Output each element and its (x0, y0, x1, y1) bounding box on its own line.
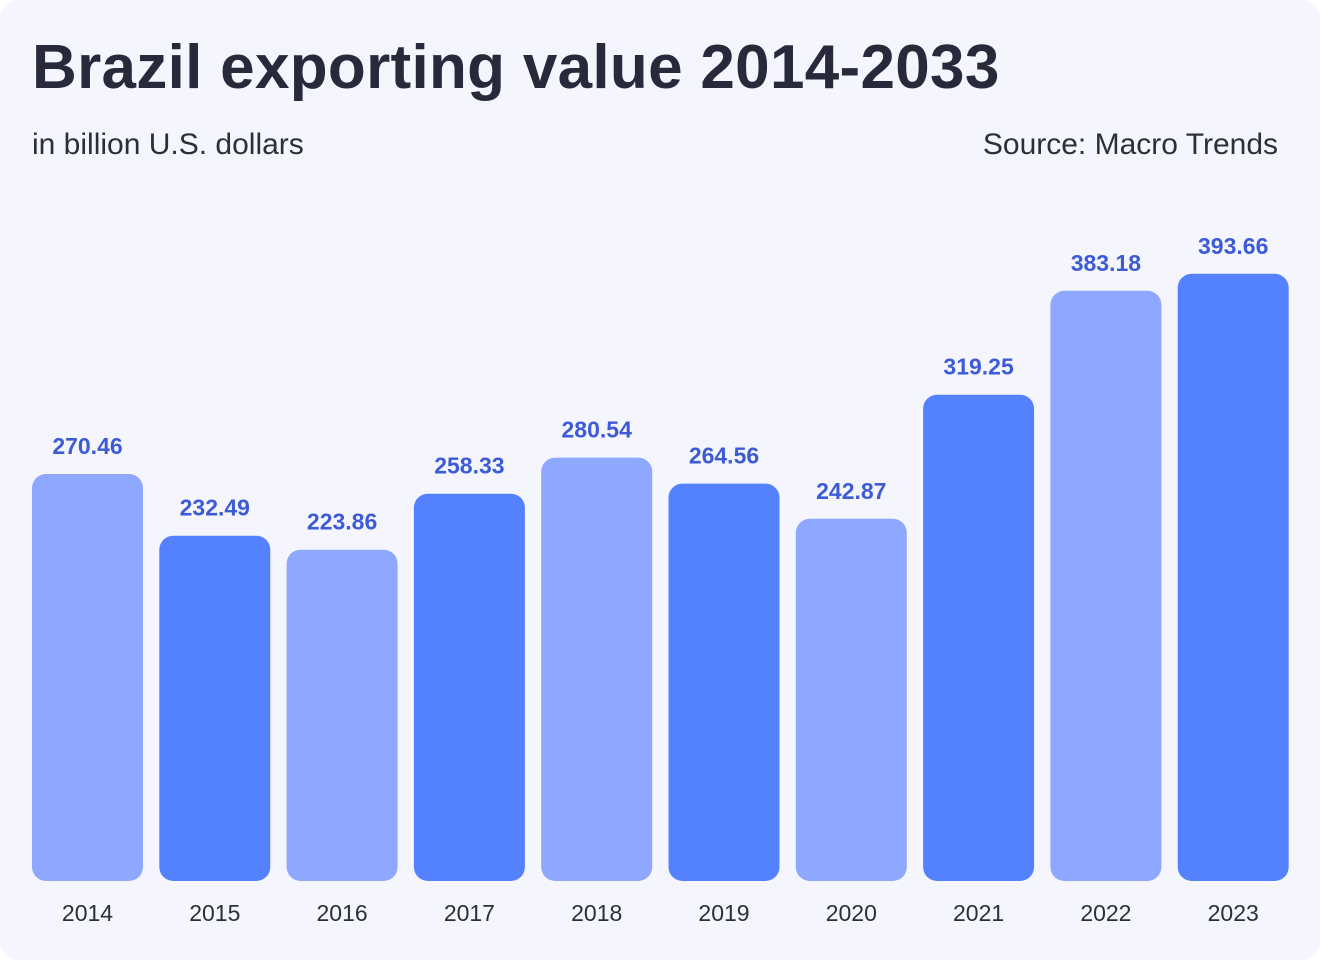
value-label-2019: 264.56 (689, 443, 759, 469)
category-label-2016: 2016 (317, 900, 368, 926)
value-label-2018: 280.54 (562, 417, 633, 443)
bar-2016 (286, 549, 398, 881)
value-label-2020: 242.87 (816, 478, 886, 504)
value-label-2014: 270.46 (52, 433, 122, 459)
bar-2018 (541, 457, 653, 881)
bar-chart: 270.46 2014 232.49 2015 223.86 2016 258.33 2017… (32, 233, 1289, 926)
category-label-2023: 2023 (1208, 900, 1259, 926)
category-label-2017: 2017 (444, 900, 495, 926)
category-label-2021: 2021 (953, 900, 1004, 926)
category-label-2019: 2019 (698, 900, 749, 926)
category-label-2018: 2018 (571, 900, 622, 926)
bar-2021 (923, 394, 1035, 881)
bar-2020 (795, 518, 907, 881)
category-label-2015: 2015 (189, 900, 240, 926)
bar-2022 (1050, 290, 1162, 881)
category-label-2014: 2014 (62, 900, 113, 926)
value-label-2017: 258.33 (434, 453, 504, 479)
bar-2019 (668, 483, 780, 881)
value-label-2022: 383.18 (1071, 250, 1142, 276)
chart-title: Brazil exporting value 2014-2033 (32, 33, 1000, 102)
category-label-2022: 2022 (1080, 900, 1131, 926)
chart-subtitle: in billion U.S. dollars (32, 128, 304, 161)
bar-2014 (32, 474, 143, 881)
bar-2015 (159, 535, 271, 881)
chart-source: Source: Macro Trends (982, 128, 1278, 161)
value-label-2023: 393.66 (1198, 233, 1268, 259)
category-label-2020: 2020 (826, 900, 877, 926)
value-label-2021: 319.25 (943, 354, 1014, 380)
bar-2023 (1177, 273, 1289, 881)
bar-2017 (413, 493, 525, 881)
value-label-2016: 223.86 (307, 509, 377, 535)
value-label-2015: 232.49 (180, 495, 250, 521)
